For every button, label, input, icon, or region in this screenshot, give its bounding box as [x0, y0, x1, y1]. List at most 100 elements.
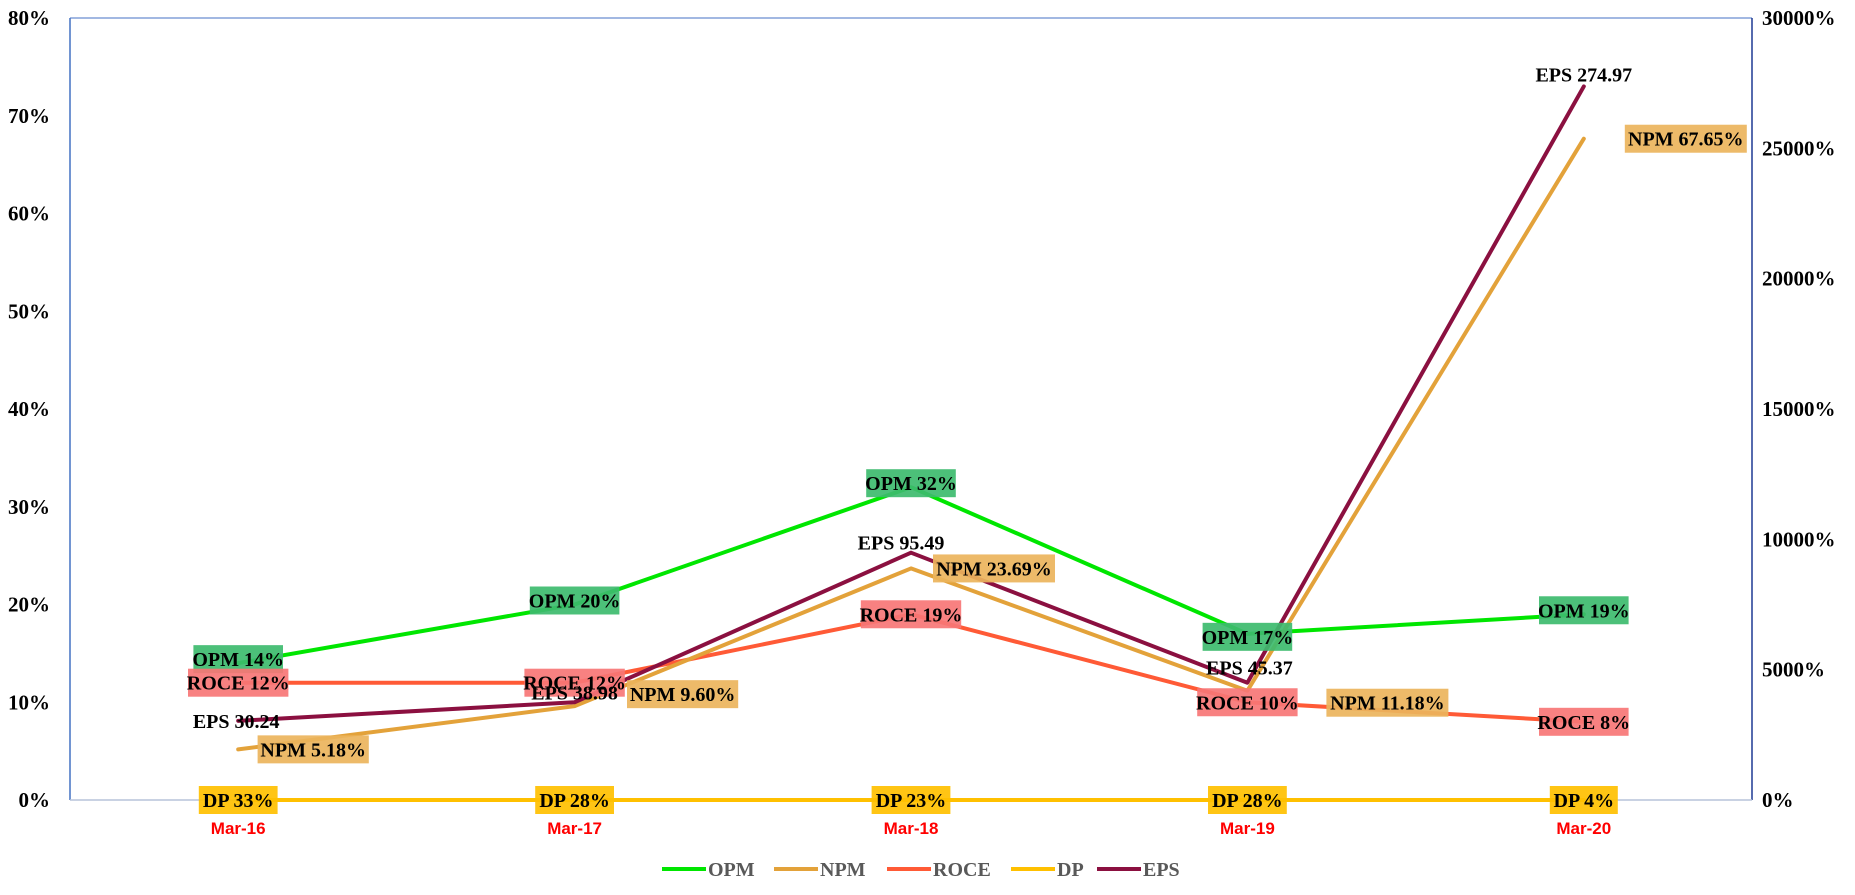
- series-line-opm: [236, 485, 1586, 666]
- data-label-box: [1624, 124, 1747, 153]
- data-label-box: [1549, 786, 1618, 814]
- data-label-dp: DP 28%: [535, 786, 614, 814]
- legend-item-dp: DP: [1011, 859, 1084, 881]
- data-label-opm: OPM 17%: [1202, 622, 1294, 651]
- data-label-box: [871, 786, 951, 814]
- legend-item-eps: EPS: [1097, 859, 1180, 881]
- data-label-dp: DP 23%: [871, 786, 951, 814]
- data-label-eps: EPS 274.97: [1535, 64, 1632, 86]
- data-label-roce: ROCE 12%: [187, 668, 290, 697]
- data-label-text: DP 28%: [539, 790, 610, 812]
- data-label-box: [535, 786, 614, 814]
- data-label-box: [1208, 786, 1287, 814]
- data-label-npm: NPM 11.18%: [1326, 688, 1449, 717]
- data-label-npm: NPM 23.69%: [933, 554, 1055, 583]
- y-right-tick-label: 15000%: [1762, 397, 1836, 421]
- series-line-eps: [236, 84, 1586, 723]
- data-label-text: EPS 45.37: [1206, 658, 1293, 680]
- data-label-text: ROCE 12%: [523, 673, 626, 695]
- data-label-box: [1197, 688, 1298, 717]
- y-left-tick-label: 80%: [8, 6, 50, 30]
- y-left-tick-label: 20%: [8, 593, 50, 617]
- y-left-tick-label: 60%: [8, 202, 50, 226]
- y-left-tick-label: 0%: [19, 788, 51, 812]
- data-label-roce: ROCE 10%: [1196, 688, 1299, 717]
- data-label-text: OPM 17%: [1202, 627, 1294, 649]
- data-label-text: EPS 95.49: [858, 533, 945, 555]
- data-label-text: EPS 38.98: [531, 682, 618, 704]
- data-label-box: [1539, 707, 1629, 736]
- data-label-box: [198, 786, 278, 814]
- data-label-text: OPM 19%: [1538, 600, 1630, 622]
- data-label-text: OPM 14%: [192, 649, 284, 671]
- y-right-tick-label: 30000%: [1762, 6, 1836, 30]
- data-label-text: DP 23%: [876, 790, 947, 812]
- data-label-text: NPM 67.65%: [1628, 129, 1744, 151]
- data-label-box: [1539, 596, 1629, 625]
- data-label-npm: NPM 5.18%: [257, 735, 369, 764]
- data-label-roce: ROCE 8%: [1537, 707, 1630, 736]
- data-label-text: NPM 11.18%: [1330, 693, 1444, 715]
- data-label-text: NPM 23.69%: [936, 558, 1052, 580]
- data-label-text: ROCE 19%: [860, 604, 963, 626]
- y-right-tick-label: 25000%: [1762, 136, 1836, 160]
- data-label-text: EPS 30.24: [193, 711, 280, 733]
- data-label-npm: NPM 9.60%: [627, 680, 739, 709]
- data-label-text: ROCE 10%: [1196, 692, 1299, 714]
- legend-item-opm: OPM: [662, 859, 755, 881]
- y-left-tick-label: 70%: [8, 104, 50, 128]
- series-line-npm: [236, 136, 1586, 752]
- legend-label: ROCE: [933, 859, 991, 881]
- y-right-tick-label: 5000%: [1762, 658, 1825, 682]
- x-tick-label: Mar-18: [884, 819, 939, 838]
- data-label-box: [188, 668, 289, 697]
- data-label-text: DP 28%: [1212, 790, 1283, 812]
- data-label-box: [1202, 622, 1293, 651]
- y-left-tick-label: 40%: [8, 397, 50, 421]
- data-label-box: [933, 554, 1055, 583]
- data-label-box: [257, 735, 369, 764]
- data-label-box: [1326, 688, 1449, 717]
- data-label-text: OPM 20%: [529, 591, 621, 613]
- data-label-box: [866, 469, 956, 498]
- y-left-tick-label: 10%: [8, 690, 50, 714]
- data-label-text: ROCE 12%: [187, 673, 290, 695]
- data-label-text: DP 33%: [203, 790, 274, 812]
- data-label-box: [627, 680, 739, 709]
- x-tick-label: Mar-20: [1556, 819, 1611, 838]
- data-label-dp: DP 4%: [1549, 786, 1618, 814]
- data-label-text: NPM 5.18%: [260, 739, 366, 761]
- legend-item-roce: ROCE: [887, 859, 991, 881]
- y-right-tick-label: 20000%: [1762, 267, 1836, 291]
- data-label-box: [529, 586, 620, 615]
- legend-item-npm: NPM: [774, 859, 866, 881]
- data-label-text: DP 4%: [1554, 790, 1615, 812]
- legend-label: OPM: [708, 859, 755, 881]
- data-label-text: NPM 9.60%: [630, 684, 736, 706]
- x-tick-label: Mar-19: [1220, 819, 1275, 838]
- data-label-box: [193, 645, 283, 674]
- data-label-eps: EPS 45.37: [1206, 658, 1293, 680]
- y-left-tick-label: 50%: [8, 299, 50, 323]
- legend: OPM NPM ROCE DP EPS: [662, 859, 1180, 881]
- axes: 0% 10% 20% 30% 40% 50% 60% 70% 80% 0% 5000% 10000% 1…: [8, 6, 1836, 838]
- data-label-roce: ROCE 19%: [860, 600, 963, 629]
- x-tick-label: Mar-16: [211, 819, 266, 838]
- data-label-dp: DP 28%: [1208, 786, 1287, 814]
- legend-label: NPM: [820, 859, 866, 881]
- data-label-opm: OPM 19%: [1538, 596, 1630, 625]
- data-label-text: ROCE 8%: [1537, 712, 1630, 734]
- data-label-npm: NPM 67.65%: [1624, 124, 1747, 153]
- data-label-opm: OPM 32%: [865, 469, 957, 498]
- y-right-tick-label: 10000%: [1762, 527, 1836, 551]
- data-label-box: [524, 668, 625, 697]
- data-label-dp: DP 33%: [198, 786, 278, 814]
- x-tick-label: Mar-17: [547, 819, 602, 838]
- data-label-eps: EPS 30.24: [193, 711, 280, 733]
- data-label-box: [860, 600, 962, 629]
- data-label-opm: OPM 14%: [192, 645, 284, 674]
- data-label-roce: ROCE 12%: [523, 668, 626, 697]
- data-label-eps: EPS 95.49: [858, 533, 945, 555]
- data-label-eps: EPS 38.98: [531, 682, 618, 704]
